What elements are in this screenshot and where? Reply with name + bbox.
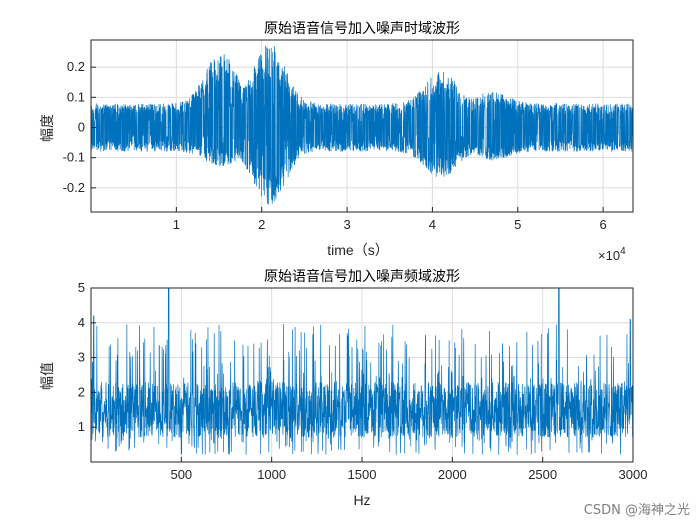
freq-x-tick-label: 3000 bbox=[619, 467, 648, 482]
freq-x-tick-label: 500 bbox=[170, 467, 192, 482]
time-signal-line bbox=[90, 45, 634, 205]
time-y-label: 幅度 bbox=[40, 114, 56, 142]
time-x-tick-label: 3 bbox=[343, 217, 350, 232]
x-exponent-base: ×10 bbox=[598, 248, 620, 263]
freq-plot-title: 原始语音信号加入噪声频域波形 bbox=[264, 268, 460, 285]
freq-y-tick-label: 5 bbox=[78, 280, 85, 295]
freq-y-tick-label: 3 bbox=[78, 350, 85, 365]
freq-y-tick-label: 2 bbox=[78, 384, 85, 399]
freq-x-ticks: 500 1000 1500 2000 2500 3000 bbox=[170, 457, 647, 482]
time-y-ticks: -0.2 -0.1 0 0.1 0.2 bbox=[63, 59, 96, 195]
time-x-tick-label: 6 bbox=[600, 217, 607, 232]
time-signal-series bbox=[90, 45, 634, 205]
freq-x-tick-label: 2000 bbox=[438, 467, 467, 482]
time-y-tick-label: 0.1 bbox=[67, 89, 85, 104]
time-y-tick-label: 0.2 bbox=[67, 59, 85, 74]
freq-x-label: Hz bbox=[353, 492, 370, 508]
time-x-tick-label: 2 bbox=[258, 217, 265, 232]
frequency-domain-plot: 500 1000 1500 2000 2500 3000 1 2 3 4 5 原始语音信号加入噪声… bbox=[40, 268, 647, 508]
freq-signal-series bbox=[90, 287, 634, 455]
time-x-tick-label: 1 bbox=[173, 217, 180, 232]
time-x-ticks: 1 2 3 4 5 6 bbox=[173, 207, 607, 232]
x-exponent-power: 4 bbox=[620, 246, 626, 257]
time-y-tick-label: 0 bbox=[78, 120, 85, 135]
time-plot-title: 原始语音信号加入噪声时域波形 bbox=[264, 20, 460, 37]
freq-y-ticks: 1 2 3 4 5 bbox=[78, 280, 96, 434]
freq-y-label: 幅值 bbox=[40, 362, 56, 390]
time-y-tick-label: -0.2 bbox=[63, 180, 85, 195]
freq-x-tick-label: 1500 bbox=[348, 467, 377, 482]
time-domain-plot: 1 2 3 4 5 6 -0.2 -0.1 0 0.1 0.2 原始语音信号加入噪声时域波形 ti… bbox=[40, 20, 634, 263]
watermark: CSDN @海神之光 bbox=[584, 503, 690, 518]
freq-y-tick-label: 4 bbox=[78, 315, 85, 330]
time-x-tick-label: 4 bbox=[429, 217, 436, 232]
freq-x-tick-label: 2500 bbox=[528, 467, 557, 482]
time-x-tick-label: 5 bbox=[514, 217, 521, 232]
freq-x-tick-label: 1000 bbox=[257, 467, 286, 482]
time-x-label: time（s） bbox=[327, 242, 388, 258]
freq-y-tick-label: 1 bbox=[78, 419, 85, 434]
x-exponent-label: ×104 bbox=[598, 246, 626, 263]
freq-signal-line bbox=[90, 287, 634, 455]
time-y-tick-label: -0.1 bbox=[63, 150, 85, 165]
